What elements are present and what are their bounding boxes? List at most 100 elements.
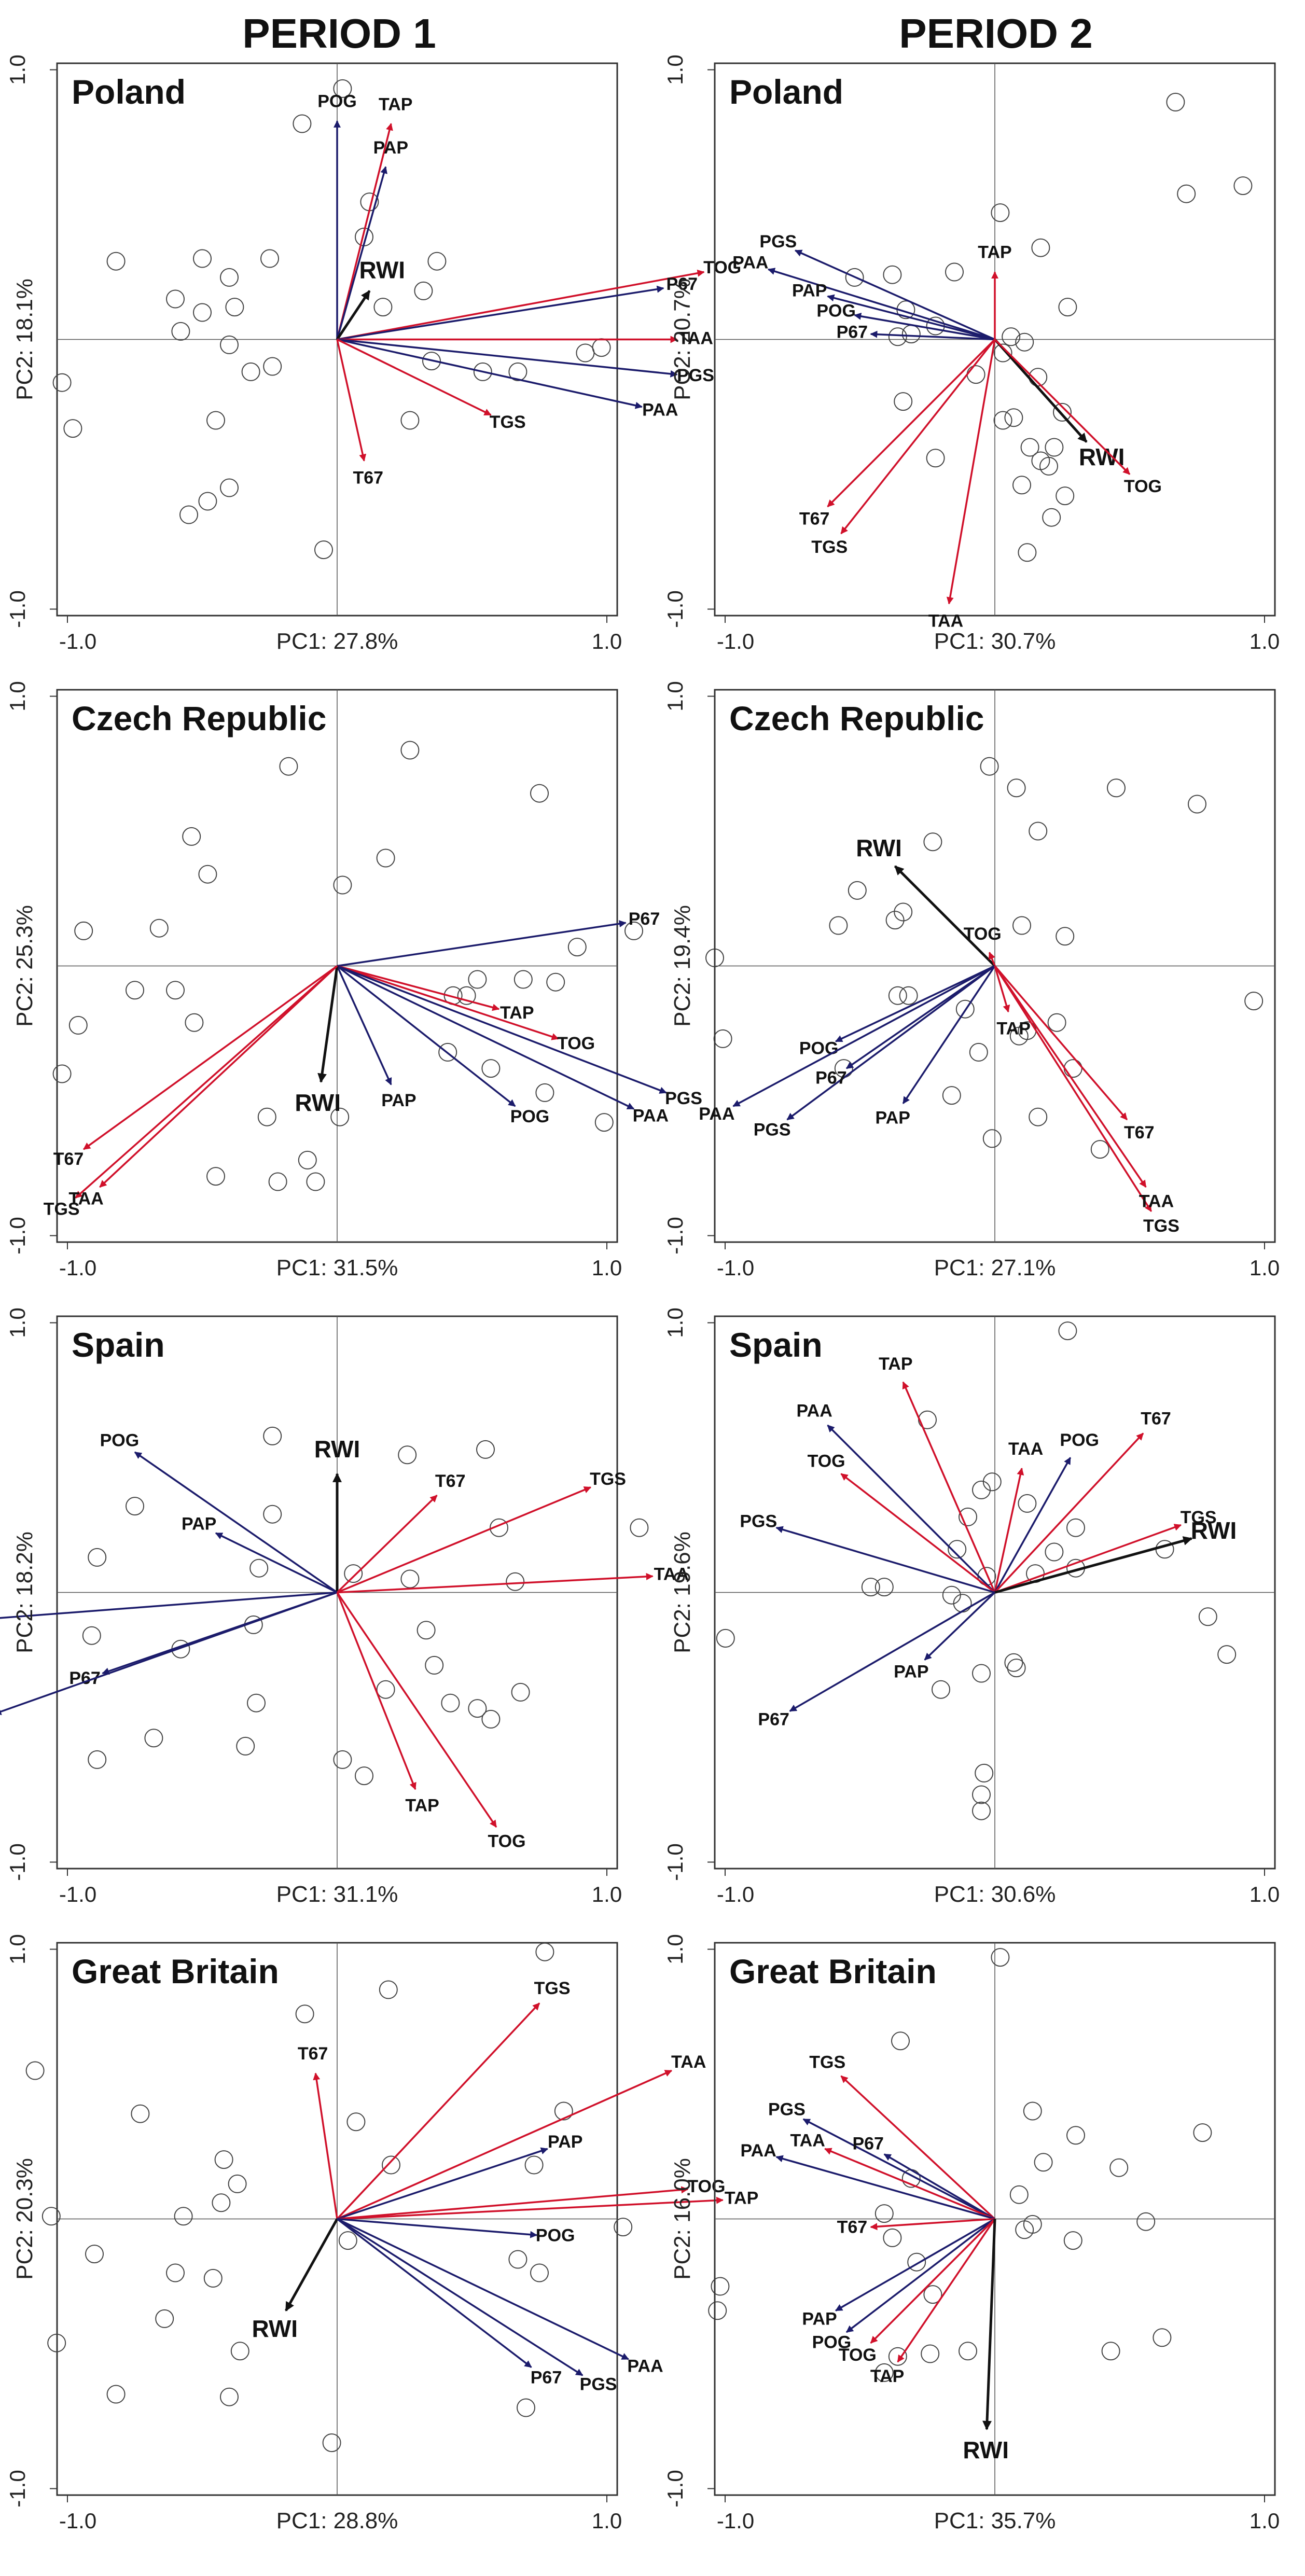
data-point [400,1569,420,1589]
y-tick-label-max: 1.0 [5,54,30,85]
data-point [298,1150,317,1169]
data-point [1004,408,1023,427]
vector-pap [336,965,392,1085]
data-point [398,1445,417,1465]
vector-label-pgs: PGS [677,366,714,385]
vector-label-rwi: RWI [252,2315,298,2342]
data-point [530,2263,549,2282]
data-point [206,411,225,430]
x-axis-label: PC1: 28.8% [276,2508,398,2533]
vector-label-taa: TAA [671,2052,706,2072]
data-point [198,865,217,884]
vector-label-paa: PAA [741,2141,776,2161]
vector-label-tog: TOG [557,1034,595,1053]
data-point [166,289,185,309]
vector-rwi [994,1536,1193,1594]
data-point [848,881,867,900]
vector-paa [767,268,995,341]
y-tick-label-min: -1.0 [663,1843,687,1881]
vector-paa [337,338,643,409]
vector-t67 [336,1495,438,1593]
data-point [513,970,533,989]
data-point [576,343,595,363]
data-point [481,1059,501,1078]
data-point [425,1655,444,1675]
vector-t67 [83,965,338,1150]
data-point [373,298,393,317]
data-point [1193,2123,1212,2142]
vector-tap [897,2218,996,2363]
vector-label-t67: T67 [53,1149,84,1169]
panel-title: Great Britain [72,1952,279,1990]
vector-label-pgs: PGS [740,1511,777,1531]
data-point [874,2363,894,2382]
data-point [476,1440,495,1459]
data-point [711,2277,730,2296]
vector-rwi [285,2218,339,2312]
vector-pgs [337,2218,584,2376]
data-point [1047,1013,1066,1032]
data-point [942,1086,961,1105]
poland-period-2-panel: PGSPAAPAPPOGP67TAPRWITOGT67TGSTAAPolandP… [663,54,1280,654]
vector-label-pap: PAP [548,2132,582,2152]
y-tick-label-min: -1.0 [663,1217,687,1254]
data-point [923,2285,942,2304]
data-point [891,2031,910,2051]
vector-label-t67: T67 [435,1471,466,1491]
y-tick-label-max: 1.0 [663,1934,687,1964]
data-point [346,2112,366,2132]
data-point [1007,778,1026,798]
data-point [614,2218,633,2237]
vector-p67 [883,2153,995,2220]
x-tick-label-max: 1.0 [592,1256,622,1280]
x-tick-label-min: -1.0 [59,1256,96,1280]
vector-label-tgs: TGS [1143,1216,1179,1236]
data-point [106,2385,126,2404]
data-point [333,875,352,895]
data-point [1042,508,1061,527]
x-tick-label-min: -1.0 [717,2509,754,2533]
data-point [1056,927,1075,946]
vector-label-pap: PAP [894,1662,928,1681]
data-point [524,2155,544,2175]
data-point [52,373,72,392]
data-point [82,1626,101,1645]
vector-pgs [794,249,995,341]
data-point [230,2342,249,2361]
vector-label-tgs: TGS [809,2052,845,2072]
data-point [155,2309,174,2328]
vector-label-pgs: PGS [580,2374,617,2394]
data-point [1018,1494,1037,1513]
data-point [883,265,902,284]
vector-tap [337,2196,724,2220]
vector-label-pog: POG [816,301,856,321]
vector-tgs [337,338,492,416]
data-point [972,1480,991,1499]
vector-pap [924,1592,996,1661]
x-axis-label: PC1: 30.7% [934,629,1056,654]
vector-label-paa: PAA [642,400,678,420]
y-tick-label-max: 1.0 [663,1307,687,1338]
vector-label-tog: TOG [687,2177,725,2196]
vector-label-tap: TAP [978,242,1011,262]
vector-label-paa: PAA [627,2357,663,2376]
vector-t67 [994,1432,1144,1593]
loading-vectors: TAP POG PAP RWI TOG P67 TAA PGS PAA TGS T67 [317,91,741,488]
data-point [41,2207,61,2226]
x-axis-label: PC1: 35.7% [934,2508,1056,2533]
vector-tap [902,1381,996,1593]
data-point [68,1015,88,1035]
vector-pap [902,965,996,1104]
vector-label-tap: TAP [725,2188,758,2208]
data-point [268,1172,287,1191]
vector-label-tog: TOG [1124,477,1162,496]
data-point [25,2061,45,2080]
data-point [333,1750,352,1769]
vector-tap [336,123,393,340]
vector-label-taa: TAA [654,1564,689,1584]
vector-label-tog: TOG [488,1832,525,1851]
vector-label-tgs: TGS [590,1469,626,1489]
vector-p67 [870,330,995,341]
